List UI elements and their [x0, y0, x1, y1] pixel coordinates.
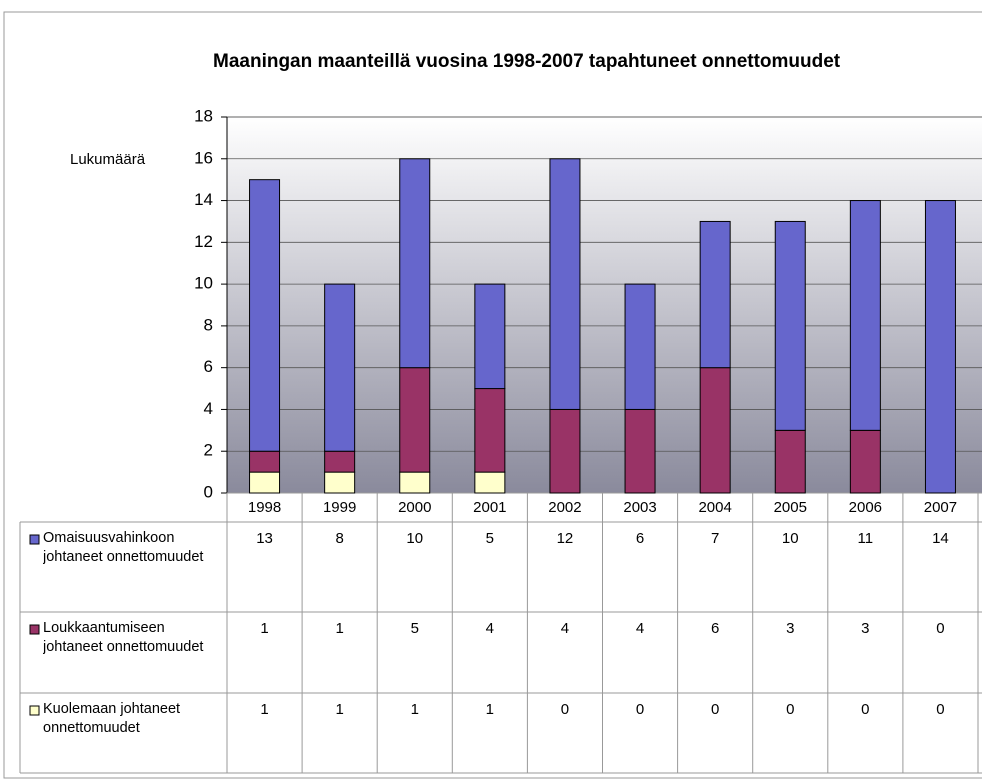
bar-segment — [699, 367, 731, 494]
legend-entry: Kuolemaan johtaneet onnettomuudet — [43, 701, 181, 736]
table-value: 10 — [406, 530, 423, 547]
table-value: 0 — [861, 701, 869, 718]
legend-entry: Loukkaantumiseen johtaneet onnettomuudet — [43, 620, 204, 655]
bar-segment — [924, 200, 956, 494]
x-tick-label: 2004 — [698, 499, 731, 516]
bar-segment — [849, 200, 881, 431]
table-value: 5 — [486, 530, 494, 547]
x-tick-label: 2006 — [849, 499, 882, 516]
table-value: 4 — [486, 620, 494, 637]
bar-segment — [774, 429, 806, 494]
table-value: 7 — [711, 530, 719, 547]
y-tick-label: 12 — [194, 232, 213, 251]
table-value: 3 — [786, 620, 794, 637]
bar-segment — [249, 450, 281, 473]
bar-segment — [699, 220, 731, 369]
bar-segment — [474, 388, 506, 473]
table-value: 1 — [335, 620, 343, 637]
bar-segment — [474, 471, 506, 494]
table-value: 10 — [782, 530, 799, 547]
bar-segment — [324, 471, 356, 494]
bar-segment — [249, 179, 281, 452]
y-tick-label: 10 — [194, 274, 213, 293]
table-value: 5 — [411, 620, 419, 637]
table-value: 6 — [636, 530, 644, 547]
table-value: 1 — [486, 701, 494, 718]
x-tick-label: 2001 — [473, 499, 506, 516]
legend-key — [29, 624, 40, 635]
table-value: 11 — [858, 530, 874, 547]
x-tick-label: 1999 — [323, 499, 356, 516]
table-value: 12 — [557, 530, 574, 547]
bar-segment — [399, 158, 431, 369]
table-value: 0 — [711, 701, 719, 718]
legend-label: Loukkaantumiseen johtaneet onnettomuudet — [43, 620, 204, 655]
y-tick-label: 18 — [194, 106, 213, 125]
table-value: 0 — [561, 701, 569, 718]
bar-segment — [399, 471, 431, 494]
y-tick-label: 14 — [194, 190, 213, 209]
x-tick-label: 1998 — [248, 499, 281, 516]
table-value: 0 — [636, 701, 644, 718]
bar-segment — [774, 220, 806, 431]
bar-segment — [549, 158, 581, 410]
table-value: 0 — [936, 701, 944, 718]
y-tick-label: 8 — [204, 315, 213, 334]
table-value: 6 — [711, 620, 719, 637]
table-value: 4 — [561, 620, 569, 637]
legend-key — [29, 705, 40, 716]
table-value: 1 — [260, 620, 268, 637]
y-tick-label: 6 — [204, 357, 213, 376]
y-tick-label: 16 — [194, 148, 213, 167]
x-tick-label: 2002 — [548, 499, 581, 516]
table-value: 3 — [861, 620, 869, 637]
x-tick-label: 2007 — [924, 499, 957, 516]
table-value: 14 — [932, 530, 949, 547]
bar-segment — [249, 471, 281, 494]
y-tick-label: 0 — [204, 482, 213, 501]
legend-label: Omaisuusvahinkoon johtaneet onnettomuude… — [43, 530, 204, 565]
table-value: 4 — [636, 620, 644, 637]
table-value: 0 — [786, 701, 794, 718]
table-value: 13 — [256, 530, 273, 547]
x-tick-label: 2000 — [398, 499, 431, 516]
bar-segment — [399, 367, 431, 473]
x-tick-label: 2003 — [623, 499, 656, 516]
chart-title: Maaningan maanteillä vuosina 1998-2007 t… — [213, 51, 841, 72]
y-tick-label: 2 — [204, 441, 213, 460]
bar-segment — [624, 408, 656, 494]
bar-segment — [849, 429, 881, 494]
legend-entry: Omaisuusvahinkoon johtaneet onnettomuude… — [43, 530, 204, 565]
bar-segment — [474, 283, 506, 390]
legend-label: Kuolemaan johtaneet onnettomuudet — [43, 701, 181, 736]
y-tick-label: 4 — [204, 399, 213, 418]
bar-segment — [549, 408, 581, 494]
bar-segment — [324, 283, 356, 452]
table-value: 1 — [260, 701, 268, 718]
table-value: 1 — [411, 701, 419, 718]
bar-segment — [624, 283, 656, 410]
table-value: 0 — [936, 620, 944, 637]
y-axis-label: Lukumäärä — [70, 151, 146, 168]
x-tick-label: 2005 — [774, 499, 807, 516]
table-value: 8 — [335, 530, 343, 547]
bar-segment — [324, 450, 356, 473]
legend-key — [29, 534, 40, 545]
table-value: 1 — [335, 701, 343, 718]
